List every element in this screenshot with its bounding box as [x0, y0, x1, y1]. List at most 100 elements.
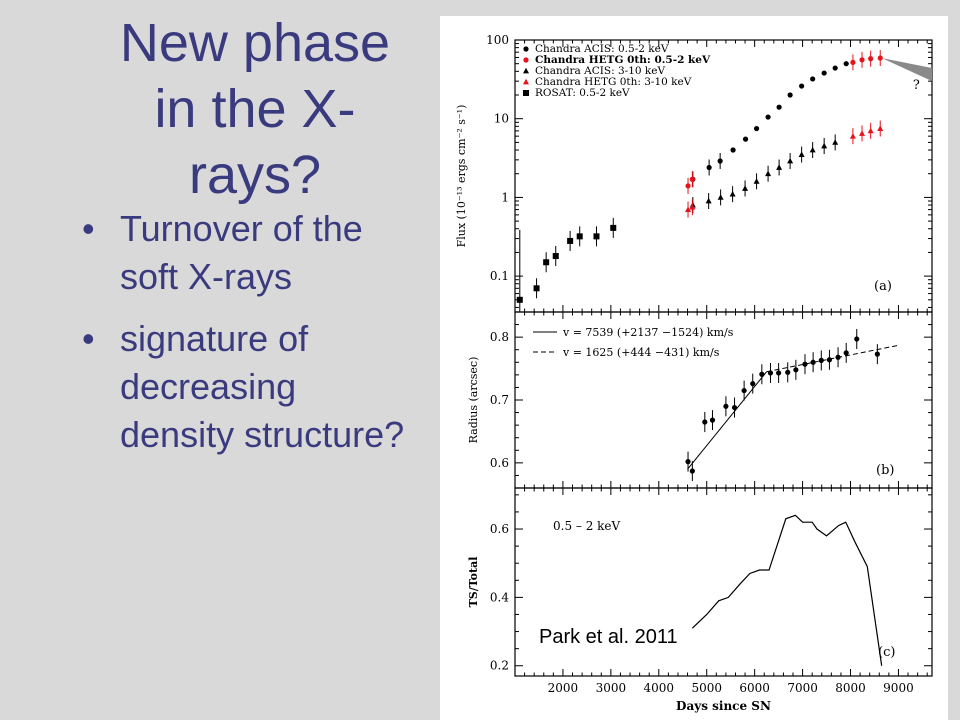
x-axis-label: Days since SN	[676, 699, 771, 713]
panel-label-a: (a)	[874, 279, 892, 294]
legend-label-b: v = 1625 (+444 −431) km/s	[562, 346, 720, 359]
y-tick-label-c: 0.2	[490, 659, 509, 673]
data-point-b	[810, 359, 816, 365]
slide-title: New phase in the X- rays?	[70, 10, 440, 208]
data-point-b	[689, 468, 695, 474]
x-tick-label: 3000	[596, 681, 627, 695]
data-point-b	[702, 419, 708, 425]
y-tick-label-c: 0.4	[490, 590, 509, 604]
x-tick-label: 5000	[691, 681, 722, 695]
data-point-a	[798, 151, 805, 157]
energy-band-label: 0.5 – 2 keV	[553, 519, 621, 533]
data-point-a	[706, 164, 712, 171]
legend-label-a: Chandra HETG 0th: 3-10 keV	[535, 76, 692, 88]
title-line-3: rays?	[188, 145, 322, 205]
question-mark: ?	[913, 78, 920, 93]
x-tick-label: 6000	[739, 681, 770, 695]
data-point-a	[576, 233, 583, 240]
fit-line	[687, 371, 768, 470]
data-point-a	[593, 233, 600, 240]
y-tick-label-b: 0.8	[490, 330, 509, 344]
data-point-a	[753, 125, 760, 132]
legend-label-b: v = 7539 (+2137 −1524) km/s	[562, 326, 734, 339]
data-point-b	[843, 350, 849, 356]
data-point-a	[552, 253, 559, 260]
bullet-marker: •	[82, 318, 95, 359]
legend-label-a: Chandra HETG 0th: 0.5-2 keV	[535, 54, 711, 66]
data-point-a	[859, 57, 865, 63]
x-tick-label: 4000	[644, 681, 675, 695]
data-point-a	[689, 176, 695, 182]
data-point-a	[717, 194, 724, 200]
data-point-b	[741, 387, 747, 394]
title-line-2: in the X-	[154, 79, 356, 139]
data-point-b	[793, 367, 799, 373]
data-point-a	[533, 285, 540, 292]
data-point-a	[810, 76, 816, 82]
data-point-a	[821, 70, 827, 76]
data-point-a	[867, 127, 874, 134]
data-point-a	[776, 104, 782, 110]
data-point-a	[567, 237, 574, 244]
title-line-1: New phase	[119, 13, 391, 73]
data-point-a	[765, 114, 771, 120]
data-point-b	[776, 370, 782, 376]
legend-marker-a	[523, 90, 529, 96]
data-point-a	[809, 146, 816, 153]
data-point-a	[859, 130, 866, 136]
y-tick-label-b: 0.7	[490, 393, 509, 407]
data-point-b	[685, 459, 691, 465]
data-point-b	[818, 357, 824, 363]
data-point-a	[832, 65, 838, 71]
figure-panel: 0.1 1 10 100 Flux (10⁻¹³ ergs cm⁻² s⁻¹) (a)? C…	[440, 16, 948, 720]
bullet-item: • signature of decreasing density struct…	[78, 315, 418, 459]
data-point-a	[877, 55, 883, 61]
legend-marker-a	[523, 78, 529, 85]
data-point-b	[874, 351, 880, 357]
data-point-a	[765, 170, 772, 177]
data-point-a	[850, 59, 856, 65]
data-point-a	[821, 142, 828, 149]
y-tick-label-b: 0.6	[490, 456, 509, 470]
data-point-a	[849, 132, 856, 139]
panel-label-b: (b)	[876, 463, 894, 478]
bullet-text: signature of decreasing density structur…	[120, 318, 405, 455]
data-point-a	[776, 164, 783, 170]
data-point-a	[516, 296, 523, 303]
x-tick-label: 7000	[787, 681, 818, 695]
legend-label-a: ROSAT: 0.5-2 keV	[535, 87, 630, 99]
y-tick-label-a: 1	[501, 190, 509, 204]
bullet-item: • Turnover of the soft X-rays	[78, 205, 418, 301]
data-point-a	[799, 83, 805, 89]
data-point-b	[854, 336, 860, 342]
data-point-a	[705, 197, 712, 204]
data-point-a	[787, 157, 794, 164]
legend-marker-a	[523, 46, 529, 52]
data-point-a	[685, 206, 692, 213]
y-tick-label-a: 100	[486, 33, 509, 47]
model-wedge	[881, 58, 932, 82]
y-tick-label-a: 0.1	[490, 269, 509, 283]
flux-radius-ratio-figure: 0.1 1 10 100 Flux (10⁻¹³ ergs cm⁻² s⁻¹) (a)? C…	[455, 33, 933, 713]
data-point-a	[543, 259, 550, 266]
y-tick-label-c: 0.6	[490, 522, 509, 536]
data-point-b	[723, 403, 729, 409]
data-point-b	[709, 417, 716, 423]
data-point-b	[750, 381, 756, 387]
data-point-a	[843, 61, 849, 67]
data-point-b	[731, 404, 738, 411]
data-point-a	[717, 158, 723, 164]
data-point-b	[835, 354, 841, 360]
bullet-text: Turnover of the soft X-rays	[120, 208, 363, 297]
figure-credit: Park et al. 2011	[535, 624, 682, 651]
data-point-b	[767, 370, 774, 376]
x-tick-label: 8000	[835, 681, 866, 695]
data-point-a	[742, 185, 749, 191]
data-point-a	[877, 125, 884, 131]
y-tick-label-a: 10	[494, 112, 509, 126]
data-point-b	[802, 361, 808, 367]
x-tick-label: 2000	[548, 681, 579, 695]
legend-marker-a	[523, 57, 529, 63]
bullet-marker: •	[82, 208, 95, 249]
data-point-b	[759, 371, 765, 377]
